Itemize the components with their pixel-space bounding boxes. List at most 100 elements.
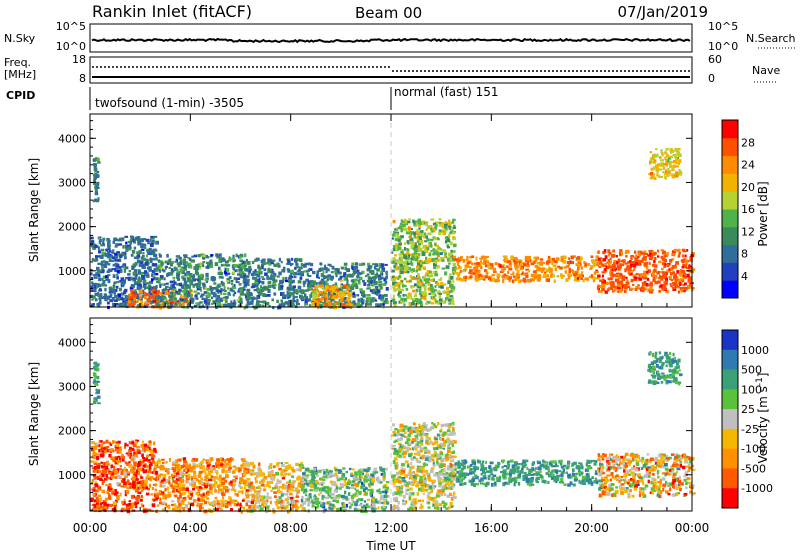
heatmap-cell [334,303,337,308]
heatmap-cell [375,292,379,296]
heatmap-cell [468,266,472,269]
heatmap-cell [601,287,605,292]
heatmap-cell [252,270,256,274]
noise-left-tick-bottom: 10^0 [56,40,86,53]
heatmap-cell [480,260,482,264]
heatmap-cell [95,442,99,446]
noise-panel-frame [89,23,693,53]
heatmap-cell [684,282,687,286]
heatmap-cell [218,464,222,468]
heatmap-cell [139,272,143,275]
heatmap-cell [104,284,108,287]
heatmap-cell [280,285,284,289]
heatmap-cell [392,233,396,237]
heatmap-cell [161,261,164,266]
heatmap-cell [224,500,228,503]
heatmap-cell [503,273,507,277]
heatmap-cell [132,271,137,276]
heatmap-cell [619,284,622,288]
heatmap-cell [337,289,340,293]
heatmap-cell [143,295,147,300]
heatmap-cell [417,260,420,263]
heatmap-cell [120,455,123,459]
heatmap-cell [366,294,370,297]
heatmap-cell [140,238,144,243]
heatmap-cell [609,251,612,255]
heatmap-cell [580,277,583,280]
heatmap-cell [230,300,233,303]
heatmap-cell [119,297,122,300]
heatmap-cell [248,269,252,273]
heatmap-cell [290,292,294,296]
heatmap-cell [124,235,129,238]
heatmap-cell [303,270,306,273]
heatmap-cell [398,242,402,246]
heatmap-cell [105,446,109,449]
heatmap-cell [536,279,541,282]
heatmap-cell [139,296,142,300]
heatmap-cell [222,258,226,262]
heatmap-cell [448,252,452,257]
heatmap-cell [157,289,160,294]
heatmap-cell [246,290,250,294]
heatmap-cell [399,222,403,226]
heatmap-cell [127,247,131,251]
heatmap-cell [239,299,242,304]
heatmap-cell [319,280,322,283]
heatmap-cell [419,259,422,264]
heatmap-cell [123,501,126,505]
heatmap-cell [314,295,318,299]
heatmap-cell [169,304,174,308]
heatmap-cell [373,288,376,292]
heatmap-cell [446,236,450,240]
heatmap-cell [339,275,343,279]
heatmap-cell [398,291,402,294]
heatmap-cell [624,285,628,290]
heatmap-cell [121,500,124,504]
heatmap-cell [119,258,122,262]
heatmap-cell [278,303,283,307]
heatmap-cell [423,297,427,301]
heatmap-cell [239,470,242,473]
heatmap-cell [98,269,103,272]
heatmap-cell [587,263,591,266]
heatmap-cell [241,499,245,502]
heatmap-cell [120,237,125,242]
heatmap-cell [392,219,396,224]
heatmap-cell [124,461,128,465]
heatmap-cell [659,156,662,159]
heatmap-cell [168,286,172,291]
heatmap-cell [124,303,128,306]
heatmap-cell [219,463,224,467]
heatmap-cell [641,285,644,288]
heatmap-cell [112,263,116,267]
heatmap-cell [227,470,232,473]
heatmap-cell [139,474,142,478]
heatmap-cell [132,263,136,266]
heatmap-cell [167,292,170,296]
heatmap-cell [215,464,220,468]
heatmap-cell [400,266,405,270]
heatmap-cell [96,469,100,473]
heatmap-cell [222,282,225,287]
heatmap-cell [100,255,104,259]
heatmap-cell [670,173,673,176]
heatmap-cell [105,467,109,470]
heatmap-cell [186,469,190,472]
heatmap-cell [458,265,461,269]
heatmap-cell [126,462,129,466]
heatmap-cell [256,498,259,502]
heatmap-cell [247,272,251,275]
heatmap-cell [440,248,443,252]
heatmap-cell [672,283,677,287]
heatmap-cell [661,257,666,261]
heatmap-cell [530,262,535,266]
heatmap-cell [198,498,203,502]
heatmap-cell [266,294,271,297]
heatmap-cell [238,263,241,268]
heatmap-cell [170,270,175,273]
heatmap-cell [92,303,95,306]
heatmap-cell [361,290,365,293]
heatmap-cell [301,270,304,275]
heatmap-cell [104,478,108,481]
